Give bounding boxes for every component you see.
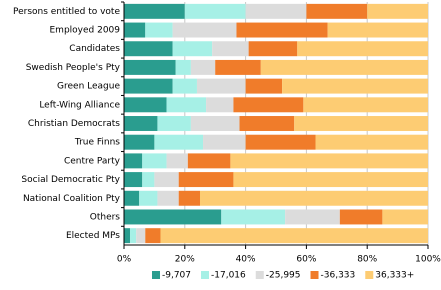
bar-segment xyxy=(124,153,143,169)
bar-segment xyxy=(245,3,307,19)
bar-segment xyxy=(145,22,173,38)
legend-label: 36,333+ xyxy=(375,271,414,281)
y-tick-label: National Coalition Pty xyxy=(23,194,121,204)
bar-segment xyxy=(215,59,261,75)
bar-segment xyxy=(145,228,161,244)
bar-segment xyxy=(190,59,216,75)
bar-segment xyxy=(245,134,316,150)
bar-segment xyxy=(124,3,185,19)
legend-swatch xyxy=(255,271,264,279)
y-tick-label: Swedish People's Pty xyxy=(26,63,121,73)
bar-segment xyxy=(327,22,428,38)
bar-segment xyxy=(303,97,428,113)
bar-segment xyxy=(142,172,155,188)
x-tick-label: 40% xyxy=(236,255,256,265)
legend-swatch xyxy=(310,271,319,279)
bar-segment xyxy=(297,41,428,57)
bar-segment xyxy=(233,97,304,113)
bar-segment xyxy=(233,172,428,188)
y-tick-label: Green League xyxy=(57,82,120,92)
bar-segment xyxy=(130,228,137,244)
bar-segment xyxy=(124,97,167,113)
y-tick-label: Social Democratic Pty xyxy=(21,175,120,185)
bar-segment xyxy=(124,190,140,206)
x-tick-label: 0% xyxy=(117,255,132,265)
y-tick-label: Centre Party xyxy=(64,156,121,166)
bar-segment xyxy=(166,153,188,169)
bar-segment xyxy=(157,190,179,206)
bar-segment xyxy=(124,228,131,244)
y-tick-label: Left-Wing Alliance xyxy=(39,100,120,110)
bar-segment xyxy=(154,134,204,150)
y-tick-label: Elected MPs xyxy=(66,231,120,241)
bar-segment xyxy=(175,59,191,75)
legend-label: -17,016 xyxy=(211,271,246,281)
y-tick-label: Christian Democrats xyxy=(28,119,120,129)
bar-segment xyxy=(382,209,428,225)
bar-segment xyxy=(178,190,200,206)
bar-segment xyxy=(166,97,207,113)
bar-segment xyxy=(184,3,246,19)
bar-segment xyxy=(172,22,237,38)
bar-segment xyxy=(339,209,383,225)
bar-segment xyxy=(196,78,246,94)
y-tick-label: True Finns xyxy=(74,138,120,148)
bar-segment xyxy=(178,172,234,188)
bar-segment xyxy=(124,59,176,75)
y-tick-label: Candidates xyxy=(69,44,120,54)
bar-segment xyxy=(245,78,283,94)
bar-segment xyxy=(142,153,167,169)
bar-segment xyxy=(124,172,143,188)
bar-segment xyxy=(124,22,146,38)
bar-segment xyxy=(306,3,368,19)
bar-segment xyxy=(239,116,295,131)
bar-segment xyxy=(282,78,428,94)
bar-segment xyxy=(230,153,428,169)
x-tick-label: 80% xyxy=(357,255,377,265)
y-tick-label: Employed 2009 xyxy=(49,26,120,36)
bar-segment xyxy=(172,41,213,57)
bar-segment xyxy=(124,209,222,225)
bar-segment xyxy=(160,228,429,244)
legend-label: -9,707 xyxy=(162,271,191,281)
bar-segment xyxy=(221,209,286,225)
x-tick-label: 60% xyxy=(296,255,316,265)
bar-segment xyxy=(206,97,234,113)
bar-segment xyxy=(124,78,173,94)
legend-label: -36,333 xyxy=(321,271,356,281)
legend-label: -25,995 xyxy=(266,271,301,281)
bar-segment xyxy=(203,134,246,150)
legend-swatch xyxy=(365,271,374,279)
bar-segment xyxy=(124,41,173,57)
bar-segment xyxy=(124,134,155,150)
legend-swatch xyxy=(201,271,210,279)
bar-segment xyxy=(157,116,191,131)
bar-segment xyxy=(294,116,428,131)
bar-segment xyxy=(124,116,158,131)
bar-segment xyxy=(285,209,340,225)
x-tick-label: 20% xyxy=(175,255,195,265)
bar-segment xyxy=(248,41,298,57)
bar-segment xyxy=(172,78,197,94)
y-tick-label: Persons entitled to vote xyxy=(13,7,120,17)
bar-segment xyxy=(212,41,249,57)
bar-segment xyxy=(139,190,158,206)
bar-segment xyxy=(315,134,428,150)
bar-segment xyxy=(236,22,328,38)
x-tick-label: 100% xyxy=(415,255,441,265)
bar-segment xyxy=(190,116,240,131)
bar-segment xyxy=(154,172,179,188)
bar-segment xyxy=(260,59,428,75)
bar-segment xyxy=(187,153,231,169)
bar-segment xyxy=(200,190,428,206)
bar-segment xyxy=(136,228,146,244)
legend-swatch xyxy=(152,271,160,279)
bar-segment xyxy=(367,3,428,19)
y-tick-label: Others xyxy=(90,212,121,222)
